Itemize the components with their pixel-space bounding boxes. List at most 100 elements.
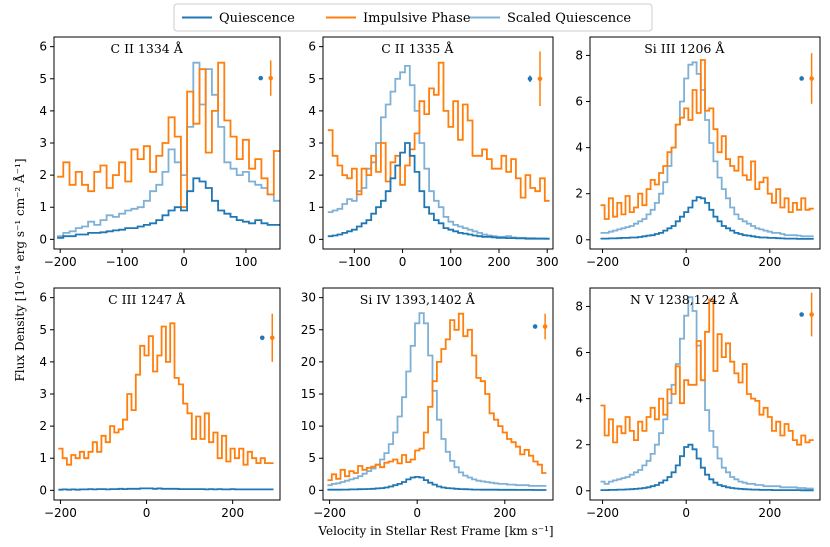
legend: Quiescence Impulsive Phase Scaled Quiesc… <box>173 3 653 32</box>
y-tick-label: 4 <box>308 104 316 118</box>
error-point-quiescence <box>799 76 804 81</box>
x-tick-label: 100 <box>439 255 462 269</box>
y-tick-label: 8 <box>575 48 583 62</box>
series-line-scaled <box>327 65 550 240</box>
x-tick-label: 300 <box>536 255 559 269</box>
y-tick-label: 15 <box>301 387 316 401</box>
error-point-quiescence <box>532 324 538 329</box>
x-tick-label: −100 <box>338 255 371 269</box>
y-tick-label: 5 <box>308 451 316 465</box>
error-point-quiescence <box>799 312 804 317</box>
y-tick-label: 0 <box>575 484 583 498</box>
error-point-impulsive <box>542 324 548 329</box>
x-tick-label: 100 <box>234 255 257 269</box>
error-point-impulsive <box>269 335 275 341</box>
series-line-quiescence <box>327 142 550 240</box>
y-tick-label: 4 <box>39 355 47 369</box>
y-tick-label: 0 <box>39 483 47 497</box>
y-tick-label: 1 <box>308 200 316 214</box>
x-tick-label: 200 <box>493 506 516 520</box>
error-point-quiescence <box>258 75 264 81</box>
series-line-quiescence <box>600 196 814 240</box>
x-axis-label: Velocity in Stellar Rest Frame [km s⁻¹] <box>317 524 553 538</box>
panel-title: N V 1238,1242 Å <box>630 292 739 307</box>
x-tick-label: 0 <box>413 506 421 520</box>
x-tick-label: 0 <box>399 255 407 269</box>
error-point-impulsive <box>809 76 814 81</box>
y-tick-label: 0 <box>39 232 47 246</box>
x-tick-label: 0 <box>143 506 151 520</box>
series-line-scaled <box>600 296 814 490</box>
error-point-impulsive <box>809 312 814 317</box>
y-tick-label: 4 <box>575 392 583 406</box>
series-line-quiescence <box>57 177 280 239</box>
y-tick-label: 0 <box>575 233 583 247</box>
series-line-scaled <box>600 61 814 238</box>
chart-panel-2: −100 0 100 200 300 0 1 2 3 4 5 6 C II 1335 Å <box>308 36 559 269</box>
series-line-impulsive <box>58 322 274 466</box>
y-tick-label: 3 <box>39 387 47 401</box>
y-tick-label: 3 <box>308 136 316 150</box>
y-tick-label: 2 <box>308 168 316 182</box>
series-line-scaled <box>327 312 547 487</box>
series-line-quiescence <box>600 443 814 492</box>
series-line-impulsive <box>327 61 550 202</box>
x-tick-label: −200 <box>586 255 619 269</box>
y-tick-label: 2 <box>575 438 583 452</box>
chart-panel-1: −200 −100 0 100 0 1 2 3 4 5 6 C II 1334 Å <box>39 36 281 269</box>
y-tick-label: 6 <box>39 40 47 54</box>
x-tick-label: −200 <box>313 506 346 520</box>
panel-title: C III 1247 Å <box>108 292 186 307</box>
y-tick-label: 0 <box>308 232 316 246</box>
error-point-impulsive <box>268 75 274 81</box>
y-tick-label: 30 <box>301 291 316 305</box>
series-line-impulsive <box>327 312 547 481</box>
error-point-quiescence <box>259 335 265 341</box>
plot-frame <box>589 287 821 501</box>
x-tick-label: −200 <box>44 255 77 269</box>
y-tick-label: 20 <box>301 355 316 369</box>
y-tick-label: 5 <box>39 323 47 337</box>
y-tick-label: 25 <box>301 323 316 337</box>
y-tick-label: 2 <box>39 419 47 433</box>
y-tick-label: 8 <box>575 299 583 313</box>
y-tick-label: 2 <box>575 187 583 201</box>
plot-frame <box>53 287 281 501</box>
series-line-quiescence <box>327 476 547 491</box>
series-line-quiescence <box>58 487 274 491</box>
chart-panel-5: −200 0 200 0 5 10 15 20 25 30 Si IV 1393,1402 Å <box>301 287 554 520</box>
x-tick-label: 200 <box>758 506 781 520</box>
series-line-impulsive <box>600 298 814 446</box>
y-tick-label: 6 <box>308 40 316 54</box>
y-tick-label: 2 <box>39 168 47 182</box>
error-point-impulsive <box>537 76 543 82</box>
plot-frame <box>589 36 821 250</box>
x-tick-label: 0 <box>682 255 690 269</box>
y-tick-label: 3 <box>39 136 47 150</box>
y-axis-label: Flux Density [10⁻¹⁴ erg s⁻¹ cm⁻² Å⁻¹] <box>12 158 27 381</box>
x-tick-label: 0 <box>180 255 188 269</box>
legend-label-quiescence: Quiescence <box>219 11 295 26</box>
panel-title: Si III 1206 Å <box>644 41 725 56</box>
y-tick-label: 6 <box>39 291 47 305</box>
y-tick-label: 5 <box>308 72 316 86</box>
series-line-scaled <box>57 61 280 238</box>
y-tick-label: 10 <box>301 419 316 433</box>
panel-title: C II 1335 Å <box>381 41 454 56</box>
x-tick-label: −200 <box>44 506 77 520</box>
x-tick-label: −200 <box>586 506 619 520</box>
y-tick-label: 1 <box>39 451 47 465</box>
y-tick-label: 4 <box>39 104 47 118</box>
legend-label-scaled: Scaled Quiescence <box>507 11 631 26</box>
legend-label-impulsive: Impulsive Phase <box>363 11 471 26</box>
legend-box <box>173 3 653 32</box>
panel-title: Si IV 1393,1402 Å <box>360 292 476 307</box>
y-tick-label: 0 <box>308 483 316 497</box>
x-tick-label: 200 <box>221 506 244 520</box>
x-tick-label: 200 <box>758 255 781 269</box>
y-tick-label: 6 <box>575 95 583 109</box>
error-point-quiescence <box>527 76 533 82</box>
